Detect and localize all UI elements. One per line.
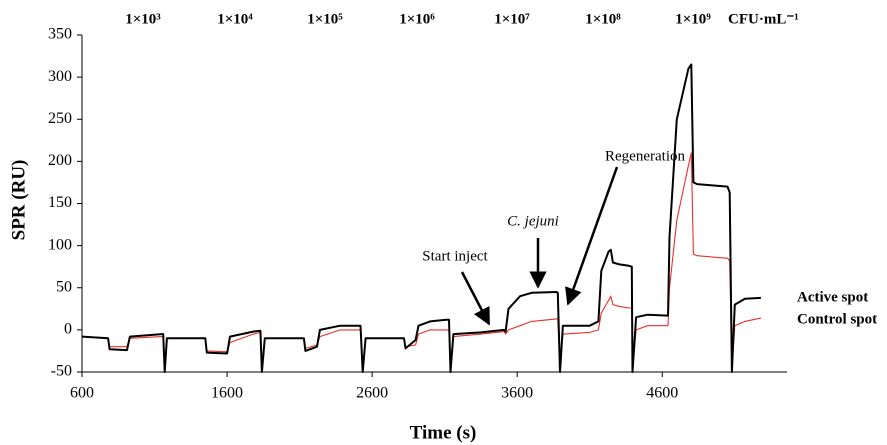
- concentration-unit: CFU·mL⁻¹: [728, 11, 799, 27]
- x-tick-label: 3600: [501, 385, 533, 402]
- x-tick-label: 2600: [356, 385, 388, 402]
- concentration-label: 1×10⁶: [399, 11, 435, 27]
- series-label: Control spot: [797, 311, 877, 327]
- y-tick-label: 200: [48, 152, 72, 169]
- y-tick-label: 150: [48, 194, 72, 211]
- y-tick-label: -50: [51, 363, 72, 380]
- annotation-arrow: [460, 271, 491, 326]
- concentration-label: 1×10³: [125, 11, 161, 27]
- y-tick-label: 0: [64, 321, 72, 338]
- annotation-arrow: [565, 166, 619, 306]
- concentration-label: 1×10⁸: [585, 11, 621, 27]
- y-tick-label: 300: [48, 68, 72, 85]
- x-tick-label: 4600: [646, 385, 678, 402]
- y-tick-label: 250: [48, 110, 72, 127]
- series-line: [81, 63, 761, 373]
- annotation: C. jejuni: [507, 213, 559, 229]
- x-tick-label: 1600: [211, 385, 243, 402]
- concentration-label: 1×10⁵: [307, 11, 343, 27]
- y-axis-title: SPR (RU): [8, 160, 29, 241]
- y-tick-label: 350: [48, 26, 72, 43]
- concentration-label: 1×10⁹: [675, 11, 711, 27]
- x-tick-label: 600: [70, 385, 94, 402]
- concentration-label: 1×10⁷: [494, 11, 530, 27]
- series-label: Active spot: [797, 289, 868, 305]
- annotation: Start inject: [422, 248, 488, 264]
- annotation: Regeneration: [605, 148, 685, 164]
- concentration-label: 1×10⁴: [217, 11, 253, 27]
- y-tick-label: 100: [48, 236, 72, 253]
- y-tick-label: 50: [56, 278, 72, 295]
- x-axis-title: Time (s): [410, 422, 477, 443]
